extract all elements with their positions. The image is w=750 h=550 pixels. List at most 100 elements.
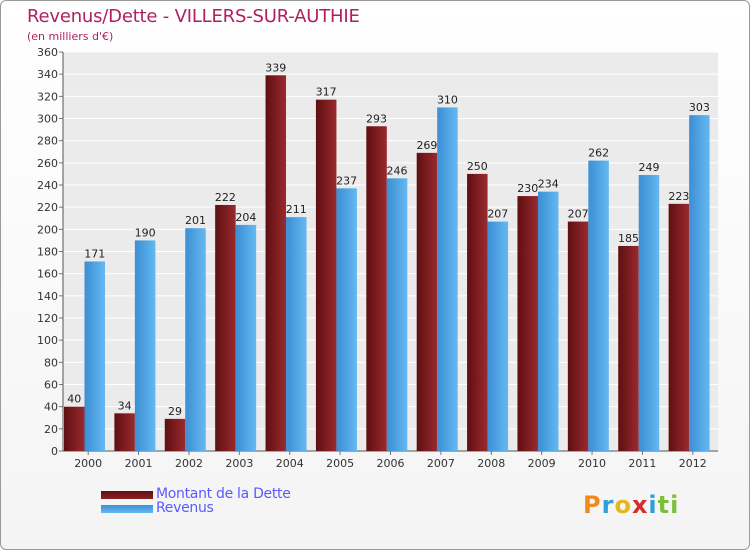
legend-swatch-debt <box>101 491 153 499</box>
bar-revenus <box>235 224 257 451</box>
chart-subtitle: (en milliers d'€) <box>27 30 114 43</box>
bar-debt <box>618 245 639 451</box>
bar-debt <box>64 406 85 451</box>
y-tick-label: 240 <box>37 179 58 192</box>
x-tick-label: 2012 <box>679 457 707 470</box>
x-tick-label: 2010 <box>578 457 606 470</box>
x-tick-label: 2011 <box>628 457 656 470</box>
data-label-debt: 230 <box>517 182 538 195</box>
y-tick-label: 100 <box>37 334 58 347</box>
bar-revenus <box>134 240 156 451</box>
y-tick-label: 120 <box>37 312 58 325</box>
legend-label-debt: Montant de la Dette <box>156 486 291 502</box>
y-tick-label: 180 <box>37 246 58 259</box>
y-tick-label: 320 <box>37 90 58 103</box>
data-label-debt: 317 <box>316 86 337 99</box>
y-tick-label: 60 <box>44 379 58 392</box>
x-tick-label: 2005 <box>326 457 354 470</box>
bar-debt <box>668 203 690 451</box>
bar-debt <box>265 75 287 452</box>
data-label-debt: 207 <box>568 208 589 221</box>
x-tick-label: 2007 <box>427 457 455 470</box>
x-tick-label: 2002 <box>175 457 203 470</box>
bar-debt <box>366 126 387 451</box>
y-tick-label: 300 <box>37 113 58 126</box>
bar-debt <box>517 196 538 451</box>
bar-revenus <box>537 191 559 451</box>
y-tick-label: 340 <box>37 68 58 81</box>
bar-revenus <box>286 217 307 451</box>
y-tick-label: 280 <box>37 135 58 148</box>
data-label-revenus: 234 <box>538 178 559 191</box>
bar-revenus <box>689 115 710 452</box>
proxiti-logo: Proxiti <box>583 491 679 519</box>
logo-letter: t <box>657 491 671 519</box>
data-label-debt: 222 <box>215 191 236 204</box>
x-tick-label: 2009 <box>528 457 556 470</box>
x-tick-label: 2006 <box>377 457 405 470</box>
y-tick-label: 80 <box>44 356 58 369</box>
bar-revenus <box>386 178 408 451</box>
data-label-revenus: 310 <box>437 93 458 106</box>
legend-swatch-revenus <box>101 505 153 513</box>
legend-label-revenus: Revenus <box>156 500 214 516</box>
data-label-revenus: 201 <box>185 214 206 227</box>
bar-debt <box>315 99 337 452</box>
y-tick-label: 140 <box>37 290 58 303</box>
chart-title: Revenus/Dette - VILLERS-SUR-AUTHIE <box>27 6 360 27</box>
data-label-revenus: 237 <box>336 174 357 187</box>
data-label-debt: 293 <box>366 112 387 125</box>
logo-letter: i <box>670 491 680 519</box>
y-tick-label: 160 <box>37 268 58 281</box>
logo-letter: o <box>614 491 632 519</box>
bar-revenus <box>638 175 660 451</box>
x-tick-label: 2001 <box>125 457 153 470</box>
data-label-debt: 223 <box>668 190 689 203</box>
data-label-revenus: 262 <box>588 147 609 160</box>
y-tick-label: 260 <box>37 157 58 170</box>
bar-revenus <box>487 221 509 451</box>
x-tick-label: 2008 <box>477 457 505 470</box>
bar-debt <box>114 413 135 451</box>
y-tick-label: 220 <box>37 201 58 214</box>
bar-debt <box>215 204 236 451</box>
y-tick-label: 40 <box>44 401 58 414</box>
data-label-debt: 29 <box>168 405 182 418</box>
x-tick-label: 2004 <box>276 457 304 470</box>
data-label-revenus: 171 <box>84 247 105 260</box>
logo-letter: P <box>583 491 602 519</box>
data-label-revenus: 303 <box>689 101 710 114</box>
bar-revenus <box>84 261 105 451</box>
logo-letter: r <box>601 491 615 519</box>
logo-letter: x <box>631 491 649 519</box>
data-label-debt: 40 <box>67 393 81 406</box>
logo-letter: i <box>648 491 658 519</box>
data-label-revenus: 204 <box>235 211 256 224</box>
bar-revenus <box>437 107 458 452</box>
data-label-debt: 250 <box>467 160 488 173</box>
bar-revenus <box>588 160 609 451</box>
bar-debt <box>467 173 488 451</box>
bar-revenus <box>185 228 206 451</box>
data-label-revenus: 190 <box>135 226 156 239</box>
y-tick-label: 20 <box>44 423 58 436</box>
bar-debt <box>567 221 589 451</box>
data-label-debt: 339 <box>265 61 286 74</box>
y-tick-label: 200 <box>37 223 58 236</box>
bar-debt <box>416 152 438 451</box>
bar-debt <box>164 418 186 451</box>
bar-revenus <box>336 188 357 451</box>
data-label-debt: 269 <box>416 139 437 152</box>
data-label-revenus: 207 <box>487 208 508 221</box>
data-label-debt: 185 <box>618 232 639 245</box>
y-tick-label: 360 <box>37 46 58 59</box>
data-label-revenus: 211 <box>286 203 307 216</box>
x-tick-label: 2003 <box>225 457 253 470</box>
data-label-revenus: 246 <box>387 164 408 177</box>
x-tick-label: 2000 <box>74 457 102 470</box>
y-tick-label: 0 <box>51 445 58 458</box>
data-label-debt: 34 <box>118 399 132 412</box>
data-label-revenus: 249 <box>638 161 659 174</box>
